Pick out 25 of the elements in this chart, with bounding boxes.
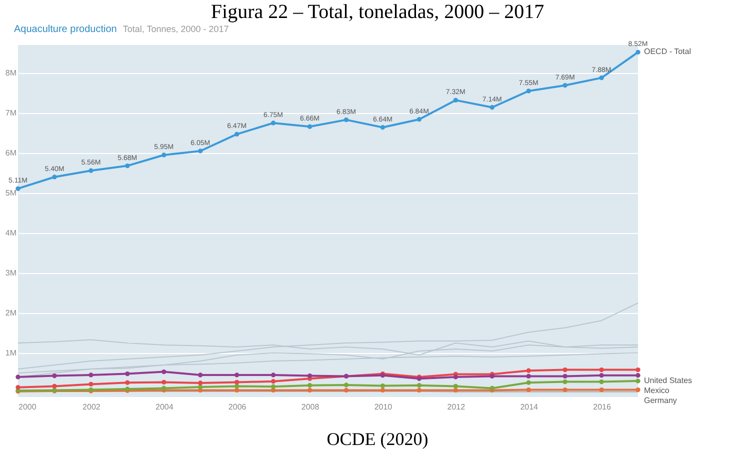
y-tick-label: 6M <box>5 148 17 158</box>
text: Aquaculture production <box>14 24 117 35</box>
series-label: OECD - Total <box>644 47 692 56</box>
y-tick-label: 2M <box>5 308 17 318</box>
x-tick-label: 2016 <box>593 402 612 412</box>
series-label: Mexico <box>644 386 670 395</box>
series-label: United States <box>644 376 692 385</box>
x-tick-label: 2002 <box>82 402 101 412</box>
series-label: Germany <box>644 396 677 405</box>
y-tick-label: 3M <box>5 268 17 278</box>
y-tick-label: 5M <box>5 188 17 198</box>
x-tick-label: 2010 <box>374 402 393 412</box>
x-tick-label: 2004 <box>155 402 174 412</box>
x-tick-label: 2000 <box>18 402 37 412</box>
y-tick-label: 4M <box>5 228 17 238</box>
text: OCDE (2020) <box>326 429 430 450</box>
x-tick-label: 2014 <box>520 402 539 412</box>
x-tick-label: 2012 <box>447 402 466 412</box>
text: Total, Tonnes, 2000 - 2017 <box>122 24 229 34</box>
x-tick-label: 2008 <box>301 402 320 412</box>
y-tick-label: 1M <box>5 348 17 358</box>
chart-title: Figura 22 – Total, toneladas, 2000 – 2017 <box>210 0 546 24</box>
x-tick-label: 2006 <box>228 402 247 412</box>
y-tick-label: 8M <box>5 68 17 78</box>
y-tick-label: 7M <box>5 108 17 118</box>
